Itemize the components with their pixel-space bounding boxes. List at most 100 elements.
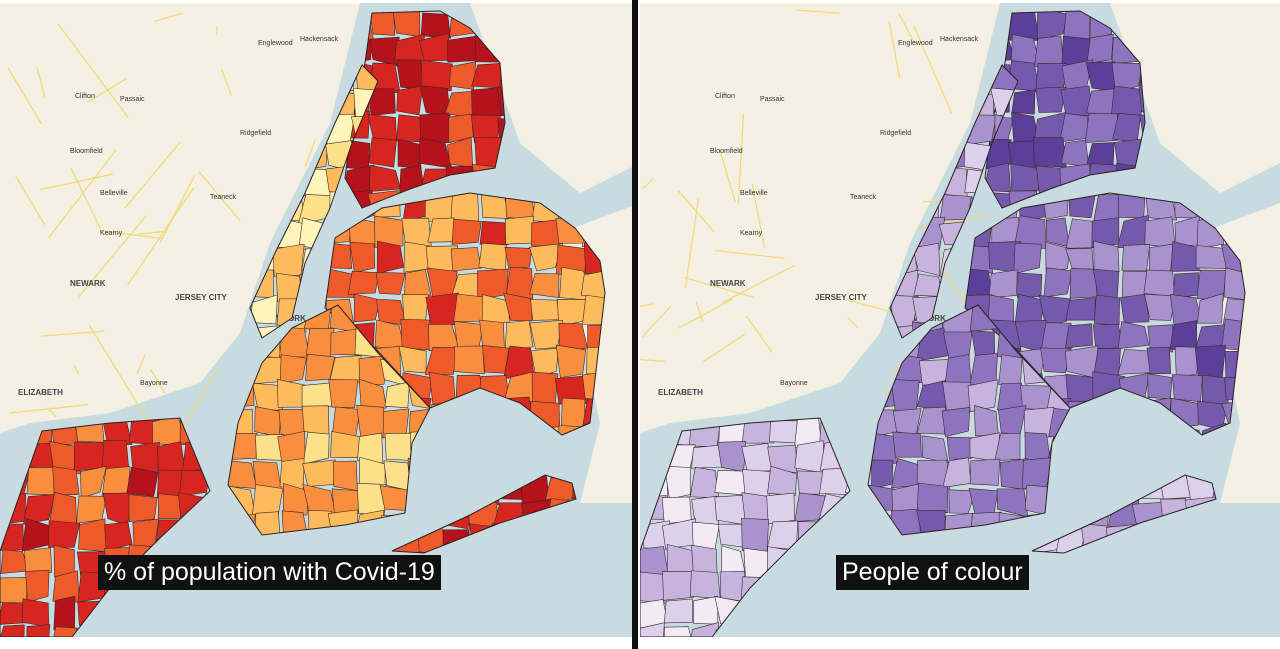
neighbourhood — [662, 571, 696, 601]
neighbourhood — [396, 114, 422, 143]
neighbourhood — [971, 330, 996, 358]
neighbourhood — [1147, 373, 1173, 400]
borough-outline — [1031, 474, 1217, 554]
neighbourhood — [101, 466, 131, 498]
place-label: Englewood — [258, 40, 293, 47]
neighbourhood — [453, 293, 485, 322]
neighbourhood — [916, 482, 949, 514]
neighbourhood — [661, 496, 692, 524]
neighbourhood — [368, 137, 397, 168]
neighbourhood — [152, 418, 186, 446]
neighbourhood — [367, 88, 396, 116]
neighbourhood — [478, 242, 507, 272]
neighbourhood — [448, 113, 474, 144]
road — [714, 249, 785, 259]
neighbourhood — [331, 488, 359, 514]
neighbourhood — [942, 381, 972, 412]
place-label: Englewood — [898, 40, 933, 47]
neighbourhood — [179, 469, 210, 497]
neighbourhood — [1171, 374, 1203, 403]
neighbourhood — [254, 406, 281, 438]
neighbourhood — [369, 36, 400, 67]
neighbourhood — [379, 485, 410, 511]
place-label: Clifton — [75, 93, 95, 100]
neighbourhood — [80, 465, 107, 499]
neighbourhood — [26, 624, 51, 637]
neighbourhood — [767, 465, 797, 496]
road — [78, 215, 147, 298]
neighbourhood — [503, 292, 533, 322]
neighbourhood — [305, 353, 336, 382]
neighbourhood — [479, 220, 509, 246]
ethnicity-map: Englewood Hackensack Clifton Passaic Ridgefi… — [640, 3, 1280, 637]
neighbourhood — [396, 85, 424, 116]
neighbourhood — [529, 319, 564, 350]
neighbourhood — [358, 378, 387, 414]
place-label: Ridgefield — [240, 130, 271, 137]
borough-outline — [391, 474, 577, 554]
road — [57, 23, 129, 119]
neighbourhood — [531, 371, 559, 406]
place-label: Kearny — [100, 230, 123, 237]
neighbourhood — [277, 431, 306, 464]
neighbourhood — [1034, 35, 1064, 68]
neighbourhood — [1035, 86, 1067, 113]
neighbourhood — [530, 347, 559, 378]
neighbourhood — [420, 12, 452, 39]
neighbourhood — [688, 622, 721, 637]
neighbourhood — [398, 345, 427, 374]
neighbourhood — [1065, 323, 1093, 349]
neighbourhood — [892, 431, 922, 458]
borough-outline — [640, 417, 851, 637]
neighbourhood — [349, 241, 376, 274]
ethnicity-map-panel: Englewood Hackensack Clifton Passaic Ridgefi… — [640, 3, 1280, 637]
neighbourhood — [50, 626, 79, 637]
neighbourhood — [325, 267, 355, 298]
borough-outline — [867, 304, 1071, 536]
neighbourhood — [128, 494, 158, 523]
neighbourhood — [392, 11, 421, 38]
neighbourhood — [451, 218, 482, 245]
road — [198, 171, 241, 222]
land — [640, 3, 1000, 433]
borough-outline — [964, 192, 1246, 436]
neighbourhood — [689, 570, 721, 600]
road — [127, 187, 194, 286]
place-label: Bloomfield — [70, 148, 103, 155]
neighbourhood — [419, 112, 452, 144]
neighbourhood — [530, 298, 561, 321]
neighbourhood — [400, 318, 431, 351]
neighbourhood — [769, 420, 798, 444]
neighbourhood — [1024, 484, 1049, 516]
neighbourhood — [305, 327, 335, 359]
neighbourhood — [967, 379, 999, 413]
neighbourhood — [126, 466, 159, 497]
neighbourhood — [504, 320, 534, 352]
road — [640, 359, 665, 362]
map-caption: People of colour — [836, 555, 1029, 590]
neighbourhood — [1194, 345, 1226, 379]
road — [7, 67, 42, 124]
place-label: Bloomfield — [710, 148, 743, 155]
borough-outline — [889, 64, 1019, 339]
neighbourhood — [1065, 218, 1098, 249]
neighbourhood — [944, 354, 972, 385]
road — [898, 12, 916, 45]
neighbourhood — [916, 459, 950, 490]
neighbourhood — [742, 469, 771, 497]
neighbourhood — [717, 440, 747, 473]
neighbourhood — [1170, 241, 1200, 272]
neighbourhood — [453, 345, 485, 375]
place-label: Belleville — [100, 190, 128, 197]
neighbourhood — [504, 215, 534, 245]
road — [718, 148, 736, 202]
place-label: Passaic — [120, 96, 145, 103]
neighbourhood — [368, 11, 396, 36]
neighbourhood — [25, 569, 50, 603]
neighbourhood — [1040, 322, 1073, 353]
neighbourhood — [477, 268, 509, 300]
neighbourhood — [640, 622, 665, 637]
place-label: ELIZABETH — [658, 388, 703, 397]
land — [1110, 3, 1280, 193]
road — [86, 78, 127, 103]
